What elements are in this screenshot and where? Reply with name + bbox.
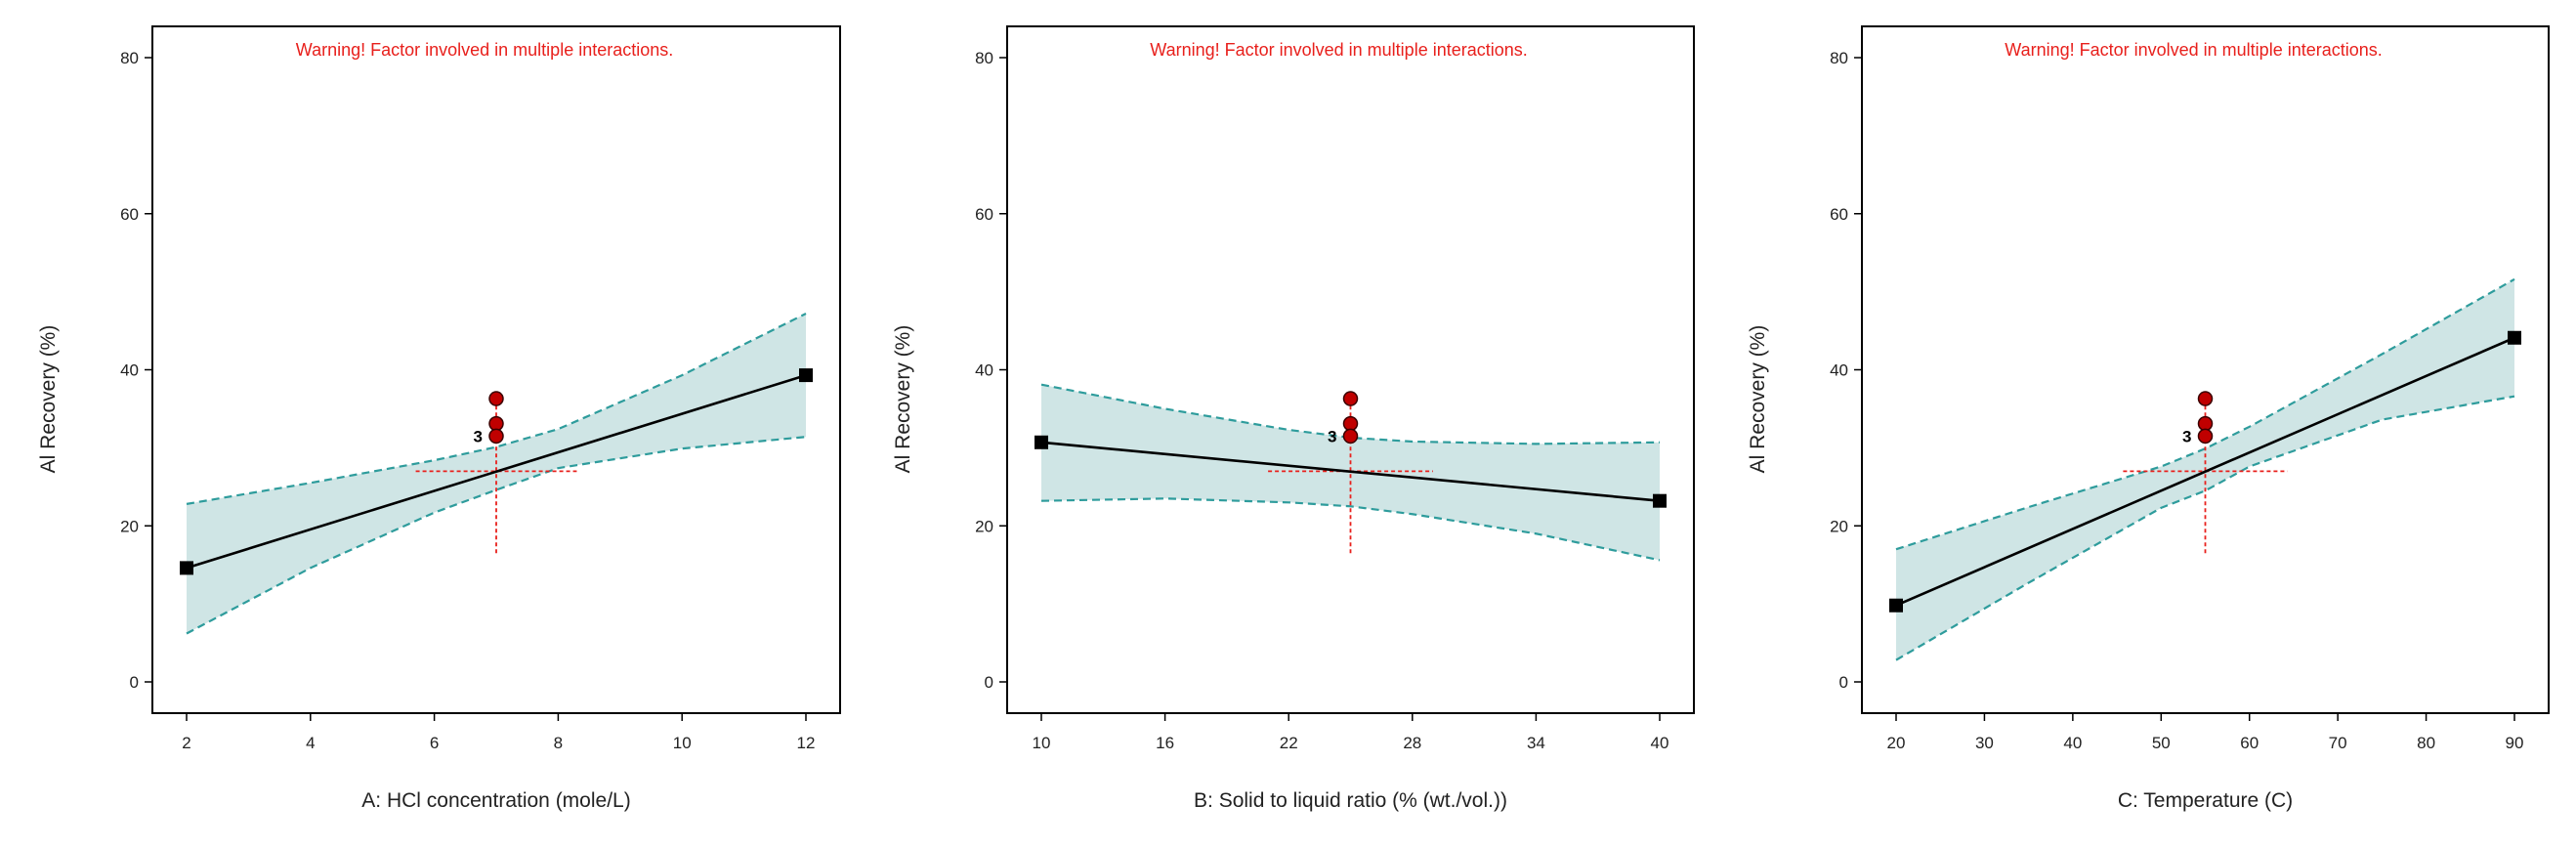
y-tick-label: 60 bbox=[120, 205, 139, 224]
prediction-line bbox=[1895, 336, 2515, 607]
design-point-2 bbox=[488, 415, 504, 432]
x-tick-label: 2 bbox=[182, 734, 190, 752]
y-axis-label: Al Recovery (%) bbox=[1747, 325, 1769, 474]
x-tick-label: 50 bbox=[2152, 734, 2171, 752]
y-tick-label: 60 bbox=[975, 205, 993, 224]
x-tick-label: 80 bbox=[2417, 734, 2435, 752]
y-tick-label: 80 bbox=[120, 49, 139, 67]
x-tick-label: 6 bbox=[430, 734, 439, 752]
x-tick-label: 28 bbox=[1403, 734, 1421, 752]
x-tick-label: 4 bbox=[306, 734, 315, 752]
y-tick-label: 40 bbox=[1830, 361, 1848, 380]
endpoint-marker-1 bbox=[1035, 435, 1048, 449]
y-tick-label: 20 bbox=[1830, 517, 1848, 535]
y-tick-label: 0 bbox=[985, 673, 993, 692]
x-tick-label: 20 bbox=[1887, 734, 1906, 752]
design-point-1 bbox=[488, 391, 504, 406]
endpoint-marker-1 bbox=[1889, 598, 1903, 613]
chart-panel-1: 3 0 20 40 60 80 2 4 6 8 10 12 A: HCl concentration (… bbox=[37, 25, 841, 812]
y-tick-label: 20 bbox=[975, 517, 993, 535]
prediction-line bbox=[1040, 441, 1661, 502]
x-tick-label: 90 bbox=[2506, 734, 2524, 752]
prediction-line bbox=[186, 373, 807, 570]
design-point-count-label: 3 bbox=[474, 427, 483, 445]
x-tick-label: 70 bbox=[2329, 734, 2347, 752]
x-tick-label: 40 bbox=[1651, 734, 1669, 752]
x-axis-label: B: Solid to liquid ratio (% (wt./vol.)) bbox=[1194, 789, 1507, 812]
endpoint-marker-2 bbox=[1653, 493, 1667, 508]
y-tick-label: 0 bbox=[130, 673, 139, 692]
endpoint-marker-1 bbox=[180, 561, 193, 575]
design-point-3 bbox=[1342, 428, 1359, 445]
band-lower-edge bbox=[1895, 395, 2515, 661]
x-tick-label: 10 bbox=[1033, 734, 1051, 752]
design-point-1 bbox=[1342, 391, 1359, 406]
design-point-3 bbox=[2197, 428, 2214, 445]
y-axis-label: Al Recovery (%) bbox=[37, 325, 60, 474]
x-tick-label: 22 bbox=[1280, 734, 1298, 752]
x-tick-label: 40 bbox=[2063, 734, 2082, 752]
band-upper-edge bbox=[1040, 383, 1661, 445]
band-lower-edge bbox=[186, 436, 807, 635]
band-upper-edge bbox=[186, 313, 807, 505]
y-tick-label: 40 bbox=[120, 361, 139, 380]
warning-text: Warning! Factor involved in multiple int… bbox=[296, 40, 674, 60]
endpoint-marker-2 bbox=[2508, 330, 2521, 345]
endpoint-marker-2 bbox=[799, 368, 813, 383]
y-tick-label: 60 bbox=[1830, 205, 1848, 224]
x-axis-label: C: Temperature (C) bbox=[2118, 789, 2293, 812]
design-point-count-label: 3 bbox=[1328, 427, 1336, 445]
y-tick-label: 80 bbox=[1830, 49, 1848, 67]
y-tick-label: 20 bbox=[120, 517, 139, 535]
x-tick-label: 60 bbox=[2240, 734, 2259, 752]
y-tick-label: 80 bbox=[975, 49, 993, 67]
x-tick-label: 34 bbox=[1527, 734, 1545, 752]
design-point-2 bbox=[1342, 415, 1359, 432]
x-tick-label: 12 bbox=[797, 734, 816, 752]
y-axis-label: Al Recovery (%) bbox=[892, 325, 914, 474]
warning-text: Warning! Factor involved in multiple int… bbox=[2005, 40, 2383, 60]
confidence-band bbox=[187, 313, 806, 634]
y-tick-label: 0 bbox=[1839, 673, 1848, 692]
x-tick-label: 16 bbox=[1156, 734, 1174, 752]
design-point-count-label: 3 bbox=[2182, 427, 2191, 445]
chart-panel-2: 3 0 20 40 60 80 10 16 22 28 34 40 B: Solid to liquid… bbox=[892, 25, 1695, 812]
x-tick-label: 10 bbox=[673, 734, 692, 752]
y-tick-label: 40 bbox=[975, 361, 993, 380]
warning-text: Warning! Factor involved in multiple int… bbox=[1150, 40, 1528, 60]
x-tick-label: 30 bbox=[1975, 734, 1994, 752]
band-lower-edge bbox=[1040, 497, 1661, 562]
design-point-1 bbox=[2197, 391, 2214, 406]
x-tick-label: 8 bbox=[554, 734, 563, 752]
design-point-3 bbox=[488, 428, 504, 445]
design-point-2 bbox=[2197, 415, 2214, 432]
x-axis-label: A: HCl concentration (mole/L) bbox=[361, 789, 630, 812]
